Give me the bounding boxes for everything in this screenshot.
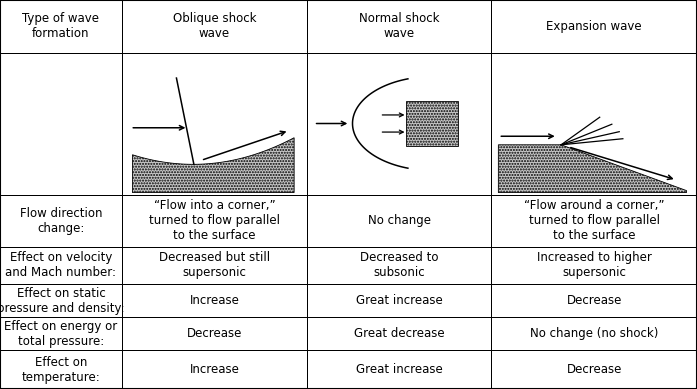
Bar [0, 0, 122, 53]
Text: Increased to higher
supersonic: Increased to higher supersonic [537, 252, 652, 279]
Text: Oblique shock
wave: Oblique shock wave [173, 12, 256, 40]
Bar [307, 350, 491, 389]
Bar [122, 350, 307, 389]
Text: Decreased to
subsonic: Decreased to subsonic [360, 252, 438, 279]
Bar [307, 53, 491, 194]
Bar [307, 317, 491, 350]
Text: Great decrease: Great decrease [353, 327, 445, 340]
Bar [122, 247, 307, 284]
Text: “Flow into a corner,”
turned to flow parallel
to the surface: “Flow into a corner,” turned to flow par… [149, 199, 279, 242]
Bar [491, 350, 697, 389]
Bar [307, 0, 491, 53]
Text: Increase: Increase [190, 294, 239, 307]
Text: Effect on energy or
total pressure:: Effect on energy or total pressure: [4, 320, 118, 347]
Bar [307, 284, 491, 317]
Text: Great increase: Great increase [355, 294, 443, 307]
Bar [0, 247, 122, 284]
Text: Normal shock
wave: Normal shock wave [359, 12, 439, 40]
Text: No change (no shock): No change (no shock) [530, 327, 659, 340]
Text: Effect on static
pressure and density:: Effect on static pressure and density: [0, 287, 125, 314]
Text: “Flow around a corner,”
turned to flow parallel
to the surface: “Flow around a corner,” turned to flow p… [524, 199, 664, 242]
Bar [0, 317, 122, 350]
Bar [307, 247, 491, 284]
Text: Great increase: Great increase [355, 363, 443, 376]
Text: Decrease: Decrease [567, 294, 622, 307]
Bar [491, 317, 697, 350]
Polygon shape [132, 138, 294, 193]
Text: Decrease: Decrease [567, 363, 622, 376]
Polygon shape [498, 145, 687, 193]
Text: Increase: Increase [190, 363, 239, 376]
Bar [491, 53, 697, 194]
Text: Type of wave
formation: Type of wave formation [22, 12, 100, 40]
Text: Decreased but still
supersonic: Decreased but still supersonic [159, 252, 270, 279]
Bar [0, 284, 122, 317]
Text: Decrease: Decrease [187, 327, 242, 340]
Bar [122, 53, 307, 194]
Bar [122, 317, 307, 350]
Text: No change: No change [367, 214, 431, 227]
Text: Effect on
temperature:: Effect on temperature: [22, 356, 100, 384]
Bar [491, 284, 697, 317]
Bar [491, 194, 697, 247]
Bar [122, 0, 307, 53]
Bar [0, 350, 122, 389]
Bar [491, 247, 697, 284]
Bar [307, 194, 491, 247]
Bar [406, 101, 459, 146]
Bar [122, 284, 307, 317]
Bar [491, 0, 697, 53]
Text: Flow direction
change:: Flow direction change: [20, 207, 102, 235]
Text: Effect on velocity
and Mach number:: Effect on velocity and Mach number: [6, 252, 116, 279]
Bar [0, 194, 122, 247]
Bar [0, 53, 122, 194]
Bar [122, 194, 307, 247]
Text: Expansion wave: Expansion wave [546, 20, 642, 33]
